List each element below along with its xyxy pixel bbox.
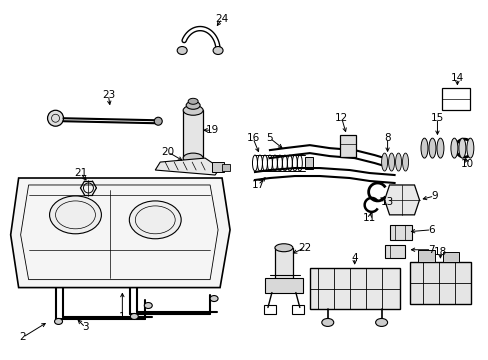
Bar	[274, 248, 292, 283]
Bar	[212, 162, 224, 172]
Ellipse shape	[274, 244, 292, 252]
Ellipse shape	[188, 98, 198, 104]
Ellipse shape	[428, 138, 435, 158]
Ellipse shape	[274, 279, 292, 287]
Ellipse shape	[183, 153, 203, 163]
Text: 17: 17	[251, 180, 264, 190]
Ellipse shape	[213, 46, 223, 54]
Polygon shape	[155, 158, 220, 175]
Bar	[264, 278, 302, 293]
Ellipse shape	[183, 105, 203, 115]
Bar	[304, 157, 312, 169]
Ellipse shape	[154, 117, 162, 125]
Text: 2: 2	[20, 332, 26, 342]
Text: 18: 18	[433, 247, 446, 257]
Bar	[389, 225, 411, 240]
Text: 10: 10	[460, 159, 473, 169]
Ellipse shape	[210, 296, 218, 302]
Polygon shape	[384, 185, 419, 215]
Text: 9: 9	[430, 191, 437, 201]
Ellipse shape	[458, 138, 465, 158]
Ellipse shape	[395, 153, 401, 171]
Ellipse shape	[47, 110, 63, 126]
Text: 14: 14	[450, 73, 463, 84]
Bar	[442, 88, 469, 110]
Bar	[443, 252, 458, 262]
Ellipse shape	[402, 153, 407, 171]
Text: 5: 5	[266, 133, 273, 143]
Bar	[183, 110, 203, 158]
Bar	[384, 245, 404, 258]
Text: 1: 1	[119, 312, 125, 323]
Ellipse shape	[466, 138, 473, 158]
Ellipse shape	[321, 319, 333, 327]
Bar	[339, 135, 355, 157]
Ellipse shape	[186, 101, 200, 109]
Ellipse shape	[381, 153, 387, 171]
Text: 23: 23	[102, 90, 115, 100]
Bar	[222, 164, 229, 171]
Bar	[417, 250, 435, 262]
Ellipse shape	[144, 302, 152, 309]
Text: 22: 22	[298, 243, 311, 253]
Ellipse shape	[49, 196, 101, 234]
Ellipse shape	[129, 201, 181, 239]
Polygon shape	[11, 178, 229, 288]
Text: 15: 15	[430, 113, 443, 123]
Ellipse shape	[450, 138, 457, 158]
Text: 4: 4	[351, 253, 357, 263]
Bar	[264, 305, 275, 315]
Ellipse shape	[420, 138, 427, 158]
Text: 6: 6	[427, 225, 434, 235]
Text: 3: 3	[82, 323, 89, 332]
Text: 16: 16	[246, 133, 259, 143]
Text: 7: 7	[427, 245, 434, 255]
Bar	[291, 305, 303, 315]
Ellipse shape	[55, 319, 62, 324]
Ellipse shape	[375, 319, 387, 327]
Ellipse shape	[388, 153, 394, 171]
Text: 11: 11	[362, 213, 375, 223]
Text: 21: 21	[74, 168, 87, 178]
Text: 24: 24	[215, 14, 228, 24]
Text: 19: 19	[205, 125, 218, 135]
Ellipse shape	[130, 314, 138, 319]
Text: 12: 12	[334, 113, 347, 123]
Text: 20: 20	[162, 147, 174, 157]
Bar	[408, 262, 470, 303]
Ellipse shape	[436, 138, 443, 158]
Text: 13: 13	[380, 197, 393, 207]
Bar	[309, 268, 399, 310]
Ellipse shape	[177, 46, 187, 54]
Text: 8: 8	[384, 133, 390, 143]
